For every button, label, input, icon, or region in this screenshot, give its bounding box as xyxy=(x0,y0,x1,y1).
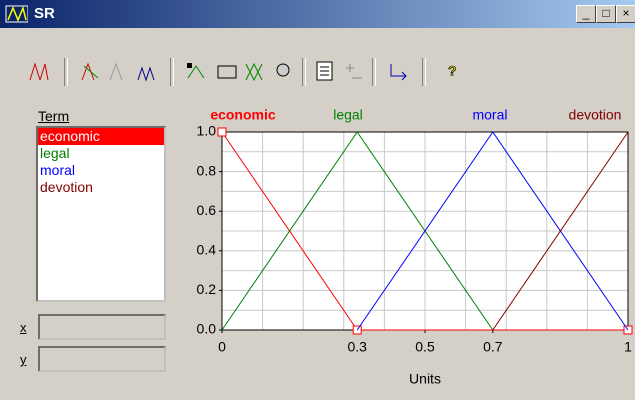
maximize-button[interactable]: □ xyxy=(596,5,616,23)
tool-button[interactable] xyxy=(388,60,410,82)
plot-frame xyxy=(222,132,628,330)
y-tick-label: 0.8 xyxy=(197,162,217,178)
x-axis-label: Units xyxy=(409,371,441,387)
y-tick-label: 0.2 xyxy=(197,281,217,297)
tool-button[interactable] xyxy=(272,60,294,82)
legend-label: moral xyxy=(472,107,507,123)
y-tick-label: 0.4 xyxy=(197,242,217,258)
x-tick-label: 0.3 xyxy=(347,339,367,355)
x-input[interactable] xyxy=(38,314,166,340)
tool-button[interactable] xyxy=(136,60,158,82)
separator xyxy=(422,58,426,86)
term-item[interactable]: moral xyxy=(38,162,164,179)
term-item[interactable]: legal xyxy=(38,145,164,162)
tool-button[interactable] xyxy=(184,60,206,82)
legend-label: devotion xyxy=(569,107,622,123)
window-title: SR xyxy=(34,5,55,22)
x-tick-label: 0 xyxy=(218,339,226,355)
point-marker xyxy=(353,326,361,334)
point-marker xyxy=(624,326,632,334)
series-line xyxy=(357,132,628,330)
toolbar: ? xyxy=(0,52,635,92)
tool-button[interactable] xyxy=(28,60,50,82)
separator xyxy=(170,58,174,86)
x-tick-label: 1 xyxy=(624,339,632,355)
term-item[interactable]: economic xyxy=(38,128,164,145)
separator xyxy=(302,58,306,86)
x-tick-label: 0.7 xyxy=(483,339,503,355)
svg-text:?: ? xyxy=(448,63,457,79)
tool-button[interactable] xyxy=(108,60,130,82)
app-icon xyxy=(0,0,28,28)
tool-button[interactable] xyxy=(244,60,266,82)
title-bar: SR _ □ × xyxy=(0,0,635,28)
tool-button[interactable] xyxy=(216,60,238,82)
point-marker xyxy=(218,128,226,136)
tool-button[interactable] xyxy=(342,60,364,82)
term-label: Term xyxy=(38,108,69,124)
separator xyxy=(64,58,68,86)
series-line xyxy=(493,132,628,330)
app-window: SR _ □ × ? Term economiclegalmoraldevoti… xyxy=(0,0,635,400)
y-tick-label: 0.0 xyxy=(197,321,217,337)
series-line xyxy=(222,132,628,330)
close-button[interactable]: × xyxy=(616,5,635,23)
tool-button[interactable] xyxy=(80,60,102,82)
tool-button[interactable] xyxy=(314,60,336,82)
y-tick-label: 1.0 xyxy=(197,123,217,139)
y-input[interactable] xyxy=(38,346,166,372)
legend-label: legal xyxy=(333,107,363,123)
help-button[interactable]: ? xyxy=(444,60,466,82)
legend-label: economic xyxy=(210,107,276,123)
series-line xyxy=(222,132,493,330)
y-label: y xyxy=(20,352,27,367)
x-tick-label: 0.5 xyxy=(415,339,435,355)
x-label: x xyxy=(20,320,27,335)
y-tick-label: 0.6 xyxy=(197,202,217,218)
separator xyxy=(372,58,376,86)
minimize-button[interactable]: _ xyxy=(576,5,596,23)
plot-area xyxy=(222,132,628,330)
term-item[interactable]: devotion xyxy=(38,179,164,196)
